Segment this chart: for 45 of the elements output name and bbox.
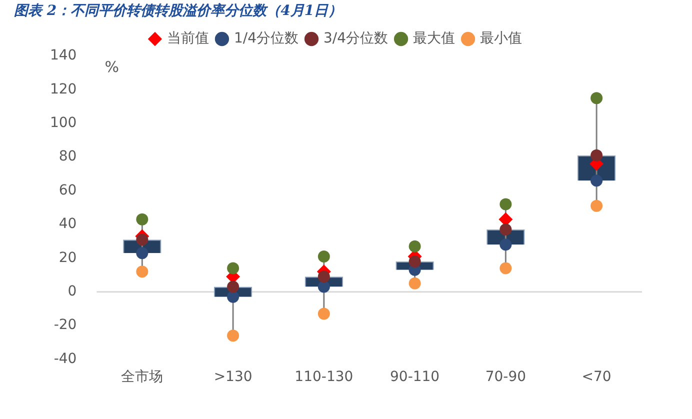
y-tick-label: -20 [54,317,77,334]
legend-label: 当前值 [166,30,209,47]
point [318,308,330,320]
point [227,330,240,342]
legend-label: 1/4分位数 [234,30,298,47]
x-tick-label: 110-130 [294,369,354,386]
point [590,149,603,162]
x-tick-label: <70 [582,369,612,386]
point [318,280,330,293]
legend-label: 最小值 [480,30,522,47]
point [227,290,240,303]
y-axis-title: % [104,58,119,76]
y-tick-label: 140 [50,48,77,64]
point [227,262,240,274]
point [136,266,148,278]
point [500,262,512,274]
chart-title: 图表 2：不同平价转债转股溢价率分位数（4月1日） [14,2,342,20]
y-tick-label: 60 [58,182,77,198]
point [408,240,421,252]
x-tick-label: 70-90 [485,369,526,386]
point [408,256,421,268]
y-tick-label: 40 [58,216,77,232]
point [590,200,603,212]
y-tick-label: 0 [68,283,77,300]
point [136,213,148,226]
y-tick-label: -40 [54,350,77,367]
point [590,92,603,104]
legend-label: 最大值 [413,30,456,47]
point [318,270,330,283]
y-tick-label: 100 [50,115,77,132]
point [500,224,512,236]
point [500,238,512,251]
x-tick-label: 90-110 [390,369,440,386]
y-tick-label: 80 [58,148,77,165]
point [408,277,421,290]
y-tick-label: 20 [58,250,77,266]
point [318,250,330,262]
x-tick-label: >130 [214,369,252,386]
legend-label: 3/4分位数 [324,30,388,47]
point [500,198,512,210]
x-tick-label: 全市场 [121,369,164,386]
point [590,174,603,187]
y-tick-label: 120 [50,81,77,98]
point [136,234,148,246]
point [227,280,240,293]
